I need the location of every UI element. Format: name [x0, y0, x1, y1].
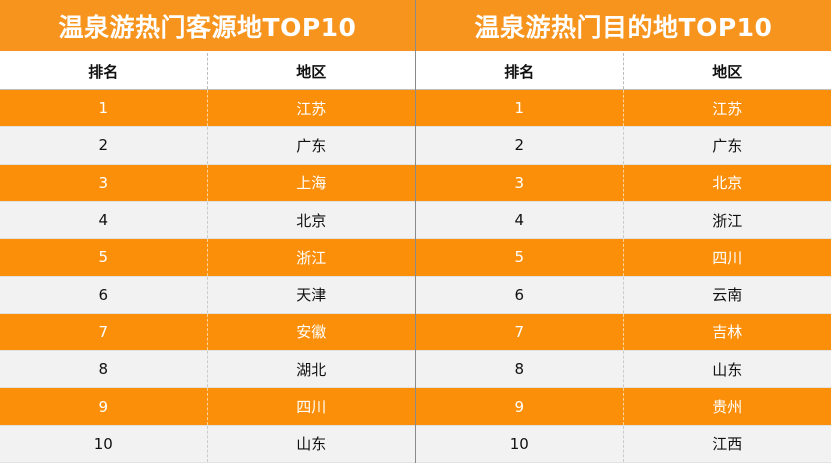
region-cell: 广东 — [296, 136, 327, 155]
table-row: 1 江苏 — [416, 90, 831, 128]
table-row: 8 山东 — [416, 351, 831, 389]
rank-cell: 7 — [0, 313, 208, 351]
table-row: 8 湖北 — [0, 351, 415, 389]
table-row: 5 浙江 — [0, 239, 415, 277]
region-cell: 北京 — [296, 211, 327, 230]
rank-cell: 5 — [0, 239, 208, 276]
rank-cell: 6 — [0, 276, 208, 313]
destination-table-header: 排名 地区 — [416, 53, 831, 91]
region-cell: 江苏 — [296, 99, 327, 118]
destination-table-body: 1 江苏 2 广东 3 北京 4 浙江 5 四川 6 云南 7 吉林 8 山东 9 贵州 10 江西 — [416, 90, 831, 463]
rank-cell: 4 — [416, 201, 624, 239]
table-row: 5 四川 — [416, 239, 831, 277]
rank-cell: 8 — [0, 351, 208, 388]
rank-cell: 10 — [416, 425, 624, 462]
region-cell: 北京 — [712, 174, 743, 193]
table-row: 3 北京 — [416, 164, 831, 202]
header-region: 地区 — [296, 62, 327, 81]
region-cell: 天津 — [296, 286, 327, 305]
table-row: 6 云南 — [416, 276, 831, 314]
region-cell: 山东 — [712, 360, 743, 379]
region-cell: 吉林 — [712, 323, 743, 342]
table-row: 10 江西 — [416, 425, 831, 463]
table-row: 7 吉林 — [416, 313, 831, 352]
table-row: 7 安徽 — [0, 313, 415, 352]
rank-cell: 2 — [0, 127, 208, 164]
rank-cell: 9 — [416, 388, 624, 425]
destination-table-title: 温泉游热门目的地TOP10 — [416, 0, 831, 54]
region-cell: 四川 — [296, 398, 327, 417]
header-region: 地区 — [712, 62, 743, 81]
rank-cell: 1 — [416, 90, 624, 127]
table-row: 9 四川 — [0, 388, 415, 426]
region-cell: 四川 — [712, 248, 743, 267]
region-cell: 湖北 — [296, 360, 327, 379]
region-cell: 上海 — [296, 174, 327, 193]
table-row: 2 广东 — [416, 127, 831, 165]
header-rank: 排名 — [416, 53, 624, 90]
table-row: 9 贵州 — [416, 388, 831, 426]
header-rank: 排名 — [0, 53, 208, 90]
rank-cell: 2 — [416, 127, 624, 164]
region-cell: 浙江 — [296, 248, 327, 267]
region-cell: 江苏 — [712, 99, 743, 118]
rank-cell: 9 — [0, 388, 208, 425]
table-divider — [415, 0, 416, 463]
region-cell: 浙江 — [712, 211, 743, 230]
origin-table-body: 1 江苏 2 广东 3 上海 4 北京 5 浙江 6 天津 7 安徽 8 湖北 9 四川 10 山东 — [0, 90, 415, 463]
rank-cell: 8 — [416, 351, 624, 388]
region-cell: 安徽 — [296, 323, 327, 342]
table-row: 4 北京 — [0, 201, 415, 240]
region-cell: 云南 — [712, 286, 743, 305]
region-cell: 贵州 — [712, 398, 743, 417]
table-row: 6 天津 — [0, 276, 415, 314]
region-cell: 广东 — [712, 136, 743, 155]
origin-table-title: 温泉游热门客源地TOP10 — [0, 0, 415, 54]
table-row: 1 江苏 — [0, 90, 415, 128]
rank-cell: 6 — [416, 276, 624, 313]
rank-cell: 3 — [0, 164, 208, 201]
rank-cell: 7 — [416, 313, 624, 351]
rank-cell: 3 — [416, 164, 624, 201]
table-row: 4 浙江 — [416, 201, 831, 240]
destination-table: 温泉游热门目的地TOP10 排名 地区 1 江苏 2 广东 3 北京 4 浙江 5 四川 6 云南 7 吉… — [416, 0, 831, 463]
region-cell: 山东 — [296, 435, 327, 454]
origin-table: 温泉游热门客源地TOP10 排名 地区 1 江苏 2 广东 3 上海 4 北京 5 浙江 6 天津 7 安… — [0, 0, 415, 463]
region-cell: 江西 — [712, 435, 743, 454]
rank-cell: 5 — [416, 239, 624, 276]
rank-cell: 4 — [0, 201, 208, 239]
table-row: 2 广东 — [0, 127, 415, 165]
origin-table-header: 排名 地区 — [0, 53, 415, 91]
table-row: 3 上海 — [0, 164, 415, 202]
rank-cell: 10 — [0, 425, 208, 462]
table-row: 10 山东 — [0, 425, 415, 463]
rank-cell: 1 — [0, 90, 208, 127]
